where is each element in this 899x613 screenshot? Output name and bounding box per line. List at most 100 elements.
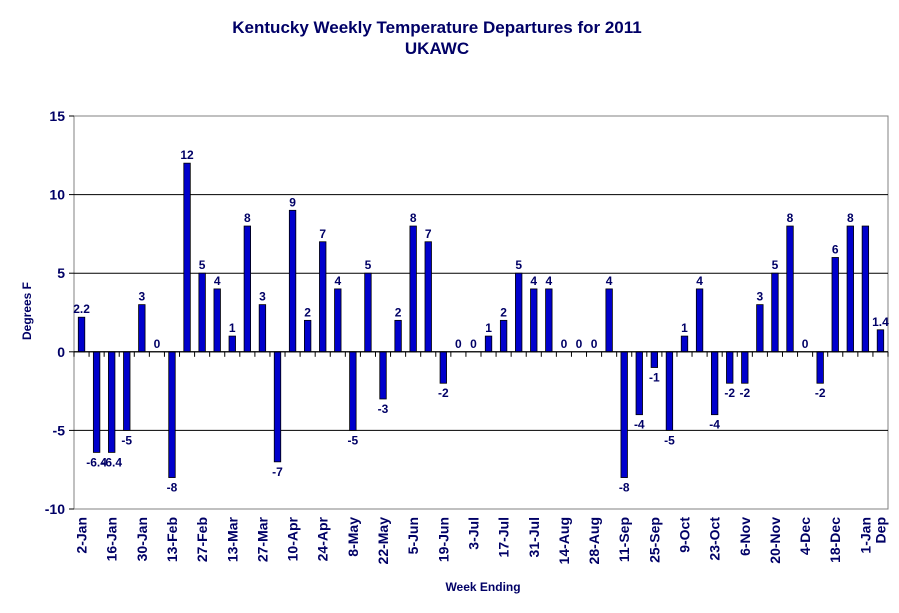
bar xyxy=(409,225,417,353)
data-label: 0 xyxy=(470,337,477,351)
data-label: 4 xyxy=(696,274,703,288)
bar xyxy=(258,304,267,353)
x-tick-label: 22-May xyxy=(375,517,391,565)
x-tick-label: 20-Nov xyxy=(767,517,783,564)
data-label: -5 xyxy=(121,433,132,447)
data-label: 3 xyxy=(138,290,145,304)
y-tick-label: -10 xyxy=(45,501,65,517)
bar xyxy=(168,351,176,478)
bar xyxy=(198,272,206,353)
bar xyxy=(545,288,553,353)
bar xyxy=(635,351,643,416)
bar xyxy=(228,335,236,353)
x-tick-label: 24-Apr xyxy=(315,516,331,561)
bar xyxy=(861,225,870,353)
x-tick-label: 17-Jul xyxy=(496,517,512,557)
data-label: 0 xyxy=(591,337,598,351)
x-tick-label: 27-Mar xyxy=(254,516,270,562)
bar xyxy=(303,319,312,353)
bar xyxy=(620,351,628,478)
data-label: 1 xyxy=(485,321,492,335)
data-label: 3 xyxy=(259,290,266,304)
data-label: -8 xyxy=(619,481,630,495)
x-tick-label: 11-Sep xyxy=(616,517,632,562)
data-label: 8 xyxy=(787,211,794,225)
plot-background xyxy=(73,115,889,510)
bar xyxy=(726,351,734,384)
x-tick-label: 1-Jan xyxy=(857,517,873,554)
bar xyxy=(439,351,447,384)
data-label: 7 xyxy=(425,227,432,241)
bar xyxy=(334,288,342,353)
bar xyxy=(515,272,523,353)
y-tick-label: 5 xyxy=(57,265,65,281)
x-tick-label: 5-Jun xyxy=(405,517,421,554)
data-label: 5 xyxy=(772,258,779,272)
data-label: 1 xyxy=(229,321,236,335)
data-label: 2 xyxy=(395,305,402,319)
x-tick-label: 27-Feb xyxy=(194,517,210,562)
data-label: 5 xyxy=(199,258,206,272)
x-tick-label: 6-Nov xyxy=(737,517,753,556)
data-label: 0 xyxy=(455,337,462,351)
bar xyxy=(831,257,839,353)
data-label: 5 xyxy=(365,258,372,272)
data-label: 2 xyxy=(304,305,311,319)
x-tick-label: 31-Jul xyxy=(526,517,542,557)
data-label: -6.4 xyxy=(101,455,122,469)
bar xyxy=(183,162,191,353)
bar xyxy=(876,329,885,353)
data-label: -5 xyxy=(664,433,675,447)
bar xyxy=(319,241,327,353)
data-label: -1 xyxy=(649,371,660,385)
y-tick-label: 10 xyxy=(49,187,65,203)
data-label: 9 xyxy=(289,195,296,209)
data-label: -7 xyxy=(272,465,283,479)
x-tick-label: 19-Jun xyxy=(435,517,451,562)
bar xyxy=(786,225,794,353)
bar xyxy=(816,351,824,384)
data-label: 4 xyxy=(334,274,341,288)
data-label: -2 xyxy=(815,386,826,400)
data-label: 8 xyxy=(410,211,417,225)
x-tick-label: 2-Jan xyxy=(74,517,90,554)
data-label: 6 xyxy=(832,242,839,256)
data-label: 2 xyxy=(500,305,507,319)
x-tick-label: 13-Mar xyxy=(224,516,240,562)
x-tick-label: 3-Jul xyxy=(465,517,481,550)
data-label: 0 xyxy=(561,337,568,351)
data-label: 4 xyxy=(214,274,221,288)
data-label: -2 xyxy=(438,386,449,400)
data-label: 0 xyxy=(154,337,161,351)
bar xyxy=(695,288,704,353)
data-label: -2 xyxy=(739,386,750,400)
data-label: 1 xyxy=(681,321,688,335)
bar xyxy=(665,351,674,431)
x-tick-label: 18-Dec xyxy=(827,517,843,563)
bar xyxy=(92,351,101,453)
y-tick-label: -5 xyxy=(53,422,66,438)
data-label: -2 xyxy=(724,386,735,400)
bar xyxy=(741,351,749,384)
bar xyxy=(499,319,508,353)
bar xyxy=(710,351,719,416)
bar xyxy=(123,351,131,431)
x-tick-label: 30-Jan xyxy=(134,517,150,561)
chart-title: Kentucky Weekly Temperature Departures f… xyxy=(232,18,641,37)
y-axis-title: Degrees F xyxy=(20,282,34,340)
data-label: -6.4 xyxy=(86,455,107,469)
bar xyxy=(213,288,221,353)
bar xyxy=(349,351,357,431)
data-label: -3 xyxy=(378,402,389,416)
bar xyxy=(77,316,86,353)
bar xyxy=(364,272,372,353)
data-label: 2.2 xyxy=(73,302,90,316)
x-tick-label: 14-Aug xyxy=(556,517,572,564)
y-tick-label: 0 xyxy=(57,344,65,360)
bar xyxy=(605,288,613,353)
plot-area: 151050-5-102.2-6.4-6.4-530-81254183-7927… xyxy=(45,108,889,564)
bar xyxy=(846,225,854,353)
bar xyxy=(530,288,538,353)
data-label: 4 xyxy=(545,274,552,288)
